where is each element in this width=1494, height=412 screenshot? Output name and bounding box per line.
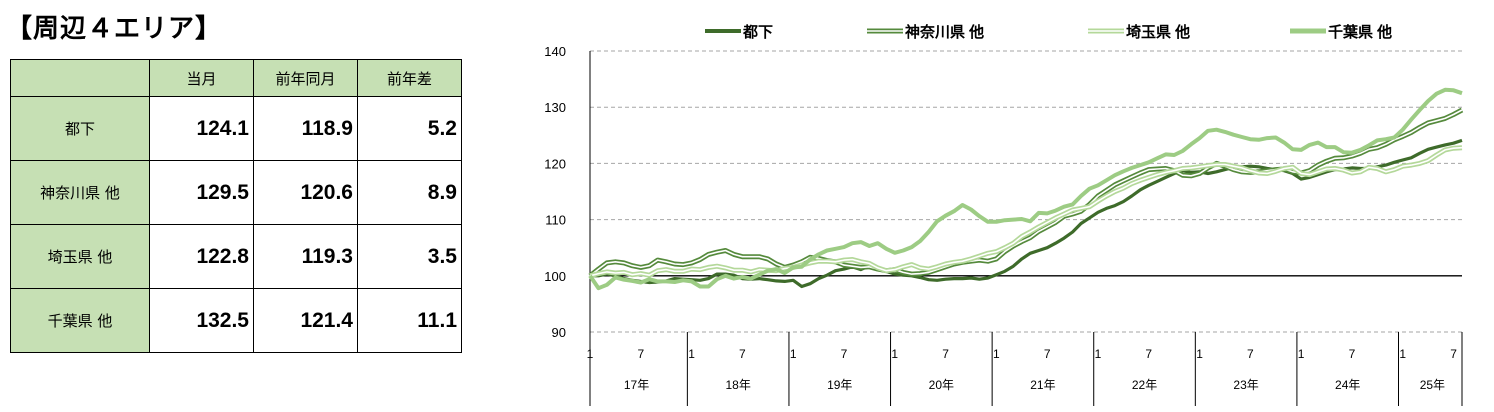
cell-current: 124.1 — [149, 96, 254, 161]
cell-diff: 3.5 — [357, 224, 462, 289]
x-tick-label: 1 — [891, 347, 898, 361]
cell-current: 132.5 — [149, 288, 254, 353]
x-tick-label: 1 — [1298, 347, 1305, 361]
year-label: 19年 — [827, 378, 852, 392]
row-label: 千葉県 他 — [10, 288, 150, 353]
table-header-current: 当月 — [149, 59, 254, 97]
legend-label: 埼玉県 他 — [1126, 23, 1190, 41]
year-label: 18年 — [725, 378, 750, 392]
y-tick-label: 110 — [545, 213, 566, 228]
cell-diff: 11.1 — [357, 288, 462, 353]
series-line-inner — [589, 109, 1463, 277]
x-tick-label: 7 — [637, 347, 644, 361]
table-row: 神奈川県 他 129.5 120.6 8.9 — [10, 160, 462, 225]
year-label: 22年 — [1132, 378, 1157, 392]
year-label: 20年 — [929, 378, 954, 392]
x-tick-label: 7 — [1450, 347, 1457, 361]
x-tick-label: 1 — [1399, 347, 1406, 361]
x-tick-label: 1 — [1196, 347, 1203, 361]
x-tick-label: 7 — [1349, 347, 1356, 361]
cell-current: 122.8 — [149, 224, 254, 289]
y-tick-label: 140 — [544, 44, 566, 59]
cell-prev-year: 121.4 — [253, 288, 358, 353]
row-label: 神奈川県 他 — [10, 160, 150, 225]
year-label: 25年 — [1420, 378, 1445, 392]
year-label: 23年 — [1233, 378, 1258, 392]
summary-table: 当月 前年同月 前年差 都下 124.1 118.9 5.2 神奈川県 他 12… — [10, 59, 462, 353]
legend-label: 千葉県 他 — [1328, 23, 1392, 41]
row-label: 都下 — [10, 96, 150, 161]
x-tick-label: 1 — [993, 347, 1000, 361]
table-row: 千葉県 他 132.5 121.4 11.1 — [10, 288, 462, 353]
x-tick-label: 7 — [1145, 347, 1152, 361]
cell-diff: 8.9 — [357, 160, 462, 225]
page-title: 【周辺４エリア】 — [6, 14, 223, 44]
x-tick-label: 7 — [739, 347, 746, 361]
x-tick-label: 7 — [841, 347, 848, 361]
line-chart: 90 100 110 120 130 140 1 7 17年 1 7 18年 1 7 19年 1 7 20年 1 7 2… — [544, 23, 1464, 406]
series-line — [590, 138, 1463, 289]
table-row: 都下 124.1 118.9 5.2 — [10, 96, 462, 161]
series-line-inner — [589, 146, 1463, 277]
x-tick-label: 7 — [1044, 347, 1051, 361]
table-header-diff: 前年差 — [357, 59, 462, 97]
table-header-corner — [10, 59, 150, 97]
cell-prev-year: 119.3 — [253, 224, 358, 289]
x-tick-label: 1 — [790, 347, 797, 361]
series-line — [588, 87, 1463, 291]
cell-prev-year: 118.9 — [253, 96, 358, 161]
y-tick-label: 120 — [544, 156, 566, 171]
year-label: 21年 — [1030, 378, 1055, 392]
cell-current: 129.5 — [149, 160, 254, 225]
y-tick-label: 130 — [544, 100, 566, 115]
x-tick-label: 1 — [688, 347, 695, 361]
x-tick-label: 1 — [1095, 347, 1102, 361]
table-header-row: 当月 前年同月 前年差 — [10, 59, 462, 97]
x-tick-label: 7 — [942, 347, 949, 361]
y-tick-label: 100 — [544, 269, 566, 284]
x-tick-label: 7 — [1247, 347, 1254, 361]
table-header-prev-year: 前年同月 — [253, 59, 358, 97]
legend-label: 都下 — [742, 24, 773, 41]
table-row: 埼玉県 他 122.8 119.3 3.5 — [10, 224, 462, 289]
cell-diff: 5.2 — [357, 96, 462, 161]
year-label: 24年 — [1335, 378, 1360, 392]
cell-prev-year: 120.6 — [253, 160, 358, 225]
year-label: 17年 — [624, 378, 649, 392]
y-tick-label: 90 — [552, 325, 566, 340]
row-label: 埼玉県 他 — [10, 224, 150, 289]
legend-label: 神奈川県 他 — [905, 23, 984, 41]
